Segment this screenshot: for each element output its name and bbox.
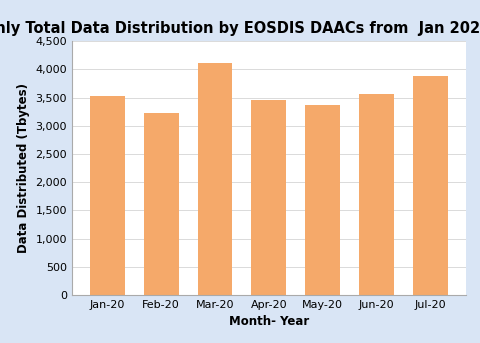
- Bar: [305, 105, 340, 295]
- Title: Monthly Total Data Distribution by EOSDIS DAACs from  Jan 2020 to Jul 2020: Monthly Total Data Distribution by EOSDI…: [0, 21, 480, 36]
- Bar: [144, 113, 179, 295]
- X-axis label: Month- Year: Month- Year: [228, 316, 309, 328]
- Bar: [197, 63, 232, 295]
- Bar: [359, 94, 394, 295]
- Y-axis label: Data Distributed (Tbytes): Data Distributed (Tbytes): [17, 83, 30, 253]
- Bar: [413, 76, 448, 295]
- Bar: [90, 96, 125, 295]
- Bar: [252, 100, 286, 295]
